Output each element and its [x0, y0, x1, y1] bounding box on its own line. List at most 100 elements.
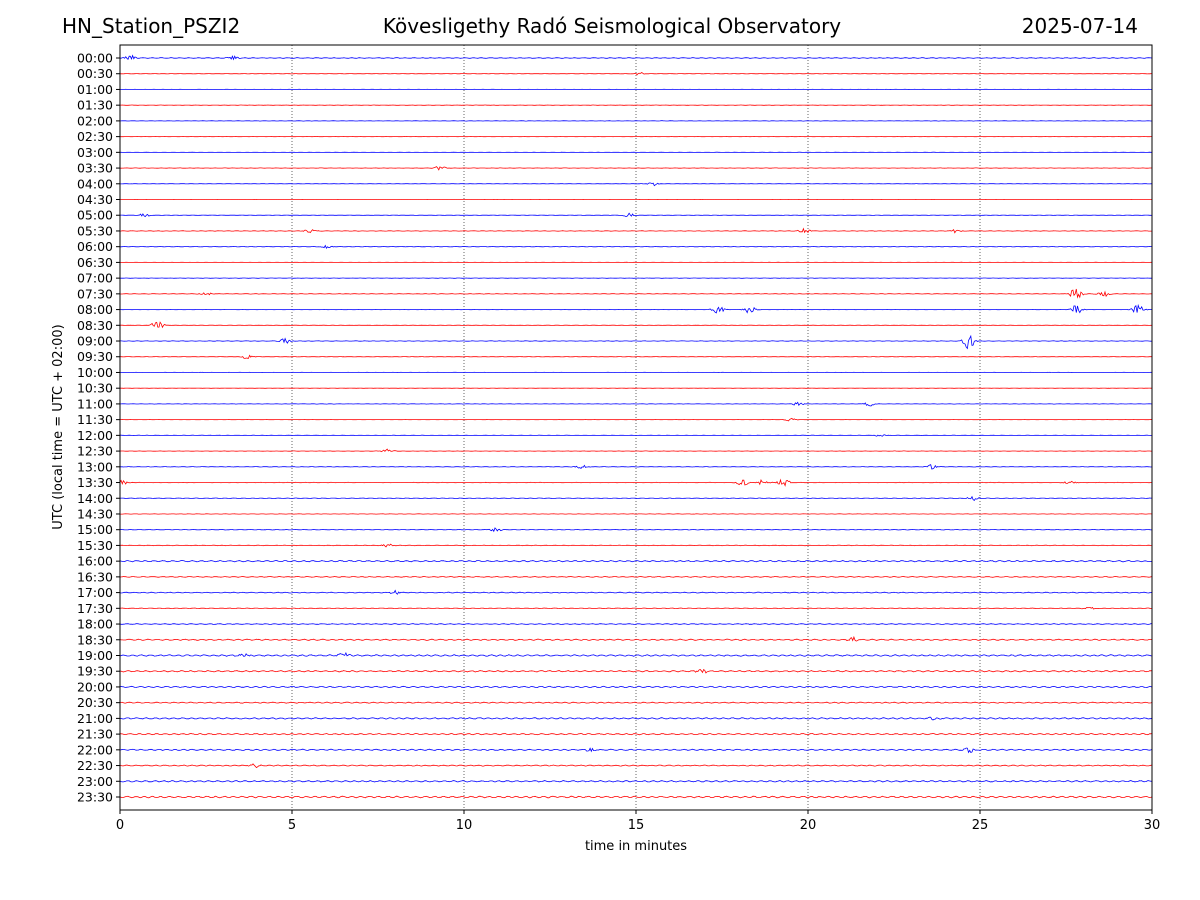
- trace-2100: [119, 716, 1153, 721]
- trace-0830: [119, 321, 1152, 329]
- y-tick-label: 15:30: [77, 538, 113, 553]
- y-tick-label: 08:00: [77, 302, 113, 317]
- y-tick-label: 06:00: [77, 239, 113, 254]
- y-tick-label: 21:00: [77, 711, 113, 726]
- y-tick-label: 03:00: [77, 145, 113, 160]
- x-tick-label: 10: [456, 818, 473, 833]
- y-tick-label: 14:00: [77, 491, 113, 506]
- y-tick-label: 12:00: [77, 428, 113, 443]
- x-tick-label: 0: [116, 818, 124, 833]
- trace-1330: [119, 478, 1153, 487]
- y-tick-label: 23:30: [77, 790, 113, 805]
- y-tick-label: 08:30: [77, 318, 113, 333]
- trace-1400: [119, 495, 1152, 501]
- x-tick-label: 30: [1144, 818, 1161, 833]
- trace-1930: [120, 668, 1153, 674]
- y-tick-label: 17:30: [77, 601, 113, 616]
- y-tick-label: 09:00: [77, 334, 113, 349]
- y-tick-label: 21:30: [77, 727, 113, 742]
- trace-2200: [119, 747, 1153, 754]
- date-title: 2025-07-14: [1021, 14, 1138, 38]
- y-tick-label: 06:30: [77, 255, 113, 270]
- y-tick-label: 07:00: [77, 271, 113, 286]
- trace-0730: [120, 288, 1152, 299]
- trace-0000: [119, 54, 1153, 61]
- y-tick-label: 05:30: [77, 223, 113, 238]
- y-tick-label: 14:30: [77, 506, 113, 521]
- trace-0930: [119, 354, 1152, 359]
- trace-0900: [120, 334, 1153, 350]
- y-tick-label: 15:00: [77, 522, 113, 537]
- y-tick-label: 00:30: [77, 66, 113, 81]
- trace-1100: [119, 401, 1153, 407]
- trace-1900: [119, 652, 1153, 657]
- y-tick-label: 20:00: [77, 679, 113, 694]
- x-axis-label: time in minutes: [585, 839, 687, 854]
- trace-1130: [120, 417, 1153, 422]
- trace-0500: [119, 212, 1153, 218]
- trace-1830: [119, 635, 1153, 642]
- y-tick-label: 11:30: [77, 412, 113, 427]
- plot-background: [120, 45, 1152, 810]
- x-tick-label: 15: [628, 818, 645, 833]
- y-tick-label: 04:30: [77, 192, 113, 207]
- y-tick-label: 10:30: [77, 381, 113, 396]
- y-tick-label: 09:30: [77, 349, 113, 364]
- y-tick-label: 03:30: [77, 161, 113, 176]
- y-tick-label: 07:30: [77, 286, 113, 301]
- y-tick-label: 23:00: [77, 774, 113, 789]
- x-tick-label: 25: [972, 818, 989, 833]
- trace-1700: [119, 589, 1153, 595]
- y-tick-label: 02:30: [77, 129, 113, 144]
- y-tick-label: 19:00: [77, 648, 113, 663]
- tick-layer: 0 5 10 15 20 25 30 00:0000:3001:0001:3002:0002:…: [77, 51, 1160, 834]
- x-tick-label: 20: [800, 818, 817, 833]
- trace-2300: [119, 780, 1153, 783]
- y-tick-label: 05:00: [77, 208, 113, 223]
- trace-0800: [119, 303, 1152, 314]
- trace-0530: [119, 227, 1152, 234]
- trace-2330: [119, 795, 1153, 799]
- trace-2130: [119, 733, 1153, 736]
- y-tick-label: 00:00: [77, 51, 113, 66]
- trace-0330: [119, 166, 1152, 171]
- y-tick-label: 01:30: [77, 98, 113, 113]
- trace-1530: [119, 543, 1153, 548]
- trace-2030: [119, 701, 1153, 704]
- x-tick-label: 5: [288, 818, 296, 833]
- y-tick-label: 18:30: [77, 632, 113, 647]
- trace-1600: [119, 560, 1153, 563]
- trace-layer: [119, 54, 1153, 799]
- y-tick-label: 04:00: [77, 176, 113, 191]
- y-tick-label: 13:00: [77, 459, 113, 474]
- y-tick-label: 16:00: [77, 554, 113, 569]
- trace-1300: [119, 464, 1153, 470]
- trace-1230: [119, 448, 1153, 453]
- y-tick-label: 13:30: [77, 475, 113, 490]
- trace-1630: [119, 576, 1153, 578]
- y-tick-label: 19:30: [77, 664, 113, 679]
- trace-1200: [120, 434, 1152, 437]
- y-tick-label: 20:30: [77, 695, 113, 710]
- y-tick-label: 22:30: [77, 758, 113, 773]
- y-axis-label: UTC (local time = UTC + 02:00): [51, 324, 66, 529]
- y-tick-label: 11:00: [77, 396, 113, 411]
- y-tick-label: 16:30: [77, 569, 113, 584]
- trace-1500: [119, 527, 1152, 533]
- trace-1730: [119, 606, 1152, 610]
- y-tick-label: 10:00: [77, 365, 113, 380]
- y-tick-label: 17:00: [77, 585, 113, 600]
- y-tick-label: 01:00: [77, 82, 113, 97]
- trace-0600: [119, 244, 1152, 249]
- trace-2230: [119, 763, 1153, 769]
- trace-1800: [119, 623, 1152, 625]
- trace-0030: [119, 72, 1153, 76]
- station-title: HN_Station_PSZI2: [62, 14, 241, 38]
- trace-2000: [119, 685, 1153, 689]
- y-tick-label: 12:30: [77, 444, 113, 459]
- trace-0400: [120, 182, 1153, 187]
- observatory-title: Kövesligethy Radó Seismological Observat…: [382, 14, 842, 38]
- y-tick-label: 18:00: [77, 617, 113, 632]
- y-tick-label: 02:00: [77, 113, 113, 128]
